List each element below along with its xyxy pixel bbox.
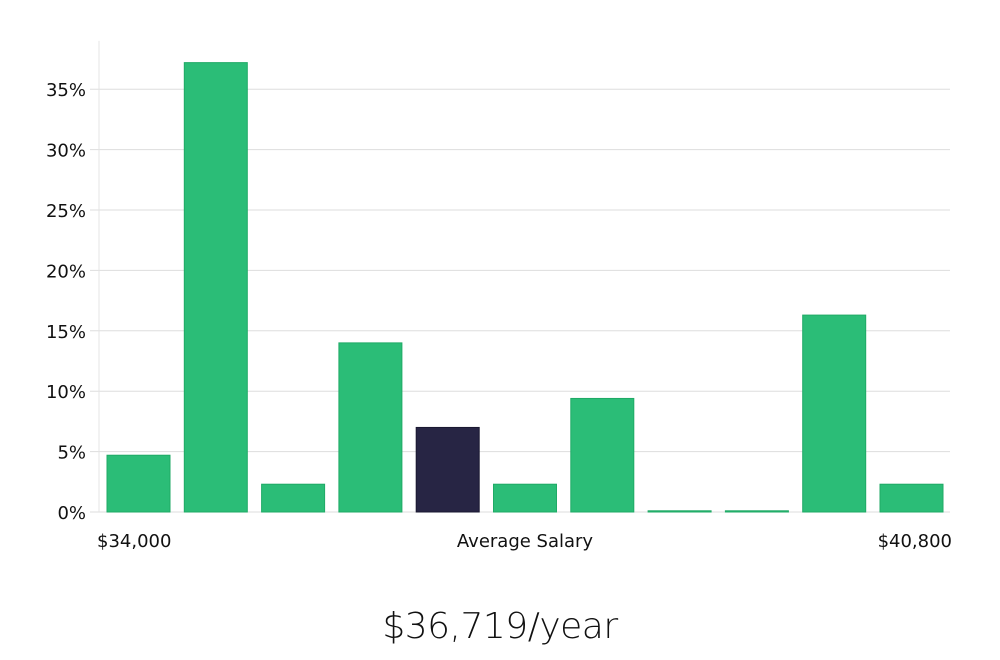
bar — [570, 397, 635, 513]
bar-highlighted — [415, 426, 480, 513]
average-salary-value: $36,719/year — [382, 606, 618, 647]
y-tick-label: 30% — [46, 141, 86, 162]
bars — [106, 62, 944, 513]
y-tick-label: 0% — [57, 503, 86, 524]
bar — [879, 483, 944, 513]
y-tick-label: 20% — [46, 261, 86, 282]
x-axis-title: Average Salary — [457, 531, 594, 552]
bar — [724, 510, 789, 513]
x-min-label: $34,000 — [97, 531, 171, 552]
bar — [647, 510, 712, 513]
bar — [261, 483, 326, 513]
y-tick-label: 25% — [46, 201, 86, 222]
bar — [802, 314, 867, 513]
y-tick-label: 5% — [57, 443, 86, 464]
y-tick-label: 10% — [46, 382, 86, 403]
bar — [338, 342, 403, 513]
bar — [493, 483, 557, 513]
y-tick-label: 15% — [46, 322, 86, 343]
y-axis-ticks: 0% 5% 10% 15% 20% 25% 30% 35% — [46, 80, 86, 524]
y-tick-label: 35% — [46, 80, 86, 101]
salary-histogram: 0% 5% 10% 15% 20% 25% 30% 35% $34,000 Average S… — [46, 40, 952, 552]
x-max-label: $40,800 — [878, 531, 952, 552]
bar — [183, 62, 248, 513]
bar — [106, 454, 171, 513]
